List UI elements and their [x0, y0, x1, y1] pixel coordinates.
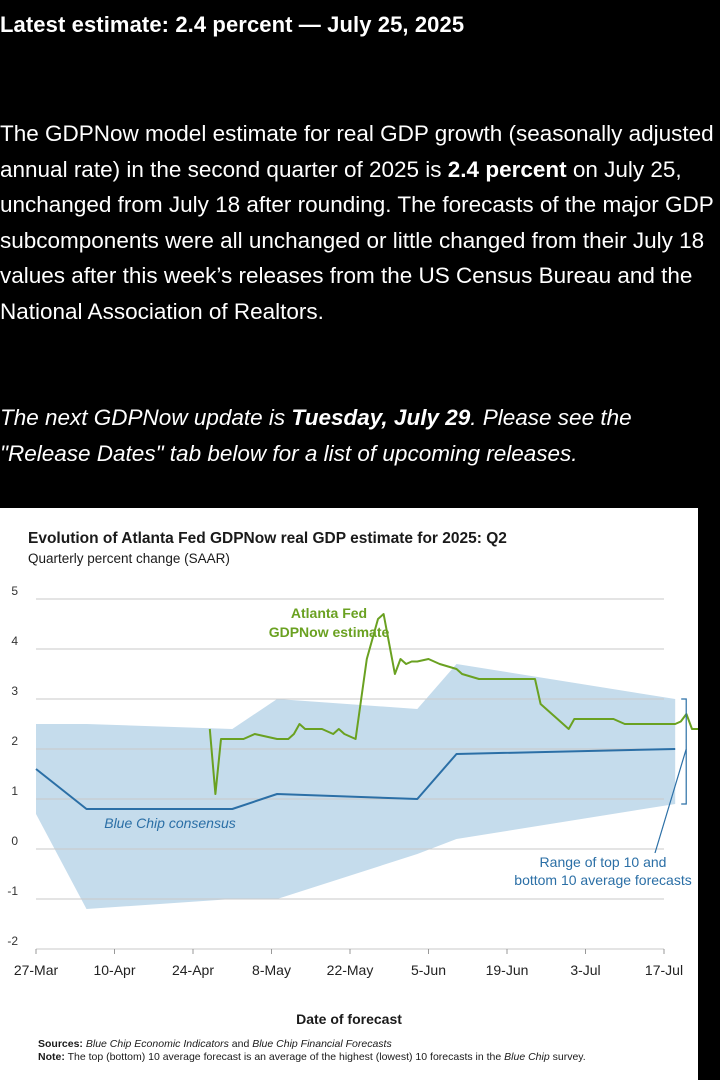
next-update-paragraph: The next GDPNow update is Tuesday, July …: [0, 400, 716, 471]
y-tick-label: 1: [11, 784, 18, 798]
range-band: [36, 664, 676, 909]
paragraph-text-after: on July 25, unchanged from July 18 after…: [0, 156, 714, 324]
x-axis-title: Date of forecast: [296, 1011, 402, 1027]
note-text-after: survey.: [549, 1051, 586, 1063]
sources-and: and: [228, 1038, 253, 1050]
x-tick-label: 27-Mar: [14, 962, 59, 978]
x-tick-label: 24-Apr: [172, 962, 214, 978]
y-tick-label: 0: [11, 834, 18, 848]
y-tick-label: 4: [11, 634, 18, 648]
sources-line: Sources: Blue Chip Economic Indicators a…: [38, 1038, 688, 1051]
gdpnow-label: GDPNow estimate: [269, 624, 390, 640]
note-italic: Blue Chip: [504, 1051, 550, 1063]
y-tick-label: 2: [11, 734, 18, 748]
gdpnow-line: [208, 613, 698, 795]
range-bracket: [681, 698, 687, 805]
sources-label: Sources:: [38, 1038, 83, 1050]
paragraph-text-before: The GDPNow model estimate for real GDP g…: [0, 121, 714, 182]
y-tick-label: -1: [7, 884, 18, 898]
chart-subtitle: Quarterly percent change (SAAR): [28, 551, 230, 566]
range-label: Range of top 10 and: [540, 854, 667, 870]
headline: Latest estimate: 2.4 percent — July 25, …: [0, 12, 465, 37]
y-tick-label: 5: [11, 584, 18, 598]
y-tick-label: -2: [7, 934, 18, 948]
estimate-paragraph: The GDPNow model estimate for real GDP g…: [0, 116, 716, 330]
x-tick-label: 3-Jul: [570, 962, 600, 978]
x-tick-label: 17-Jul: [645, 962, 683, 978]
sources-text-1: Blue Chip Economic Indicators: [85, 1038, 229, 1050]
bluechip-label: Blue Chip consensus: [104, 815, 236, 831]
note-line: Note: The top (bottom) 10 average foreca…: [38, 1051, 688, 1064]
x-tick-label: 19-Jun: [486, 962, 529, 978]
chart-title: Evolution of Atlanta Fed GDPNow real GDP…: [28, 530, 507, 547]
next-update-before: The next GDPNow update is: [0, 405, 292, 430]
note-label: Note:: [38, 1051, 65, 1063]
gdpnow-label: Atlanta Fed: [291, 605, 367, 621]
chart-sources: Sources: Blue Chip Economic Indicators a…: [38, 1038, 688, 1064]
range-label: bottom 10 average forecasts: [514, 872, 691, 888]
gdpnow-chart: Evolution of Atlanta Fed GDPNow real GDP…: [0, 508, 698, 1080]
sources-text-2: Blue Chip Financial Forecasts: [252, 1038, 392, 1050]
chart-plot: 5 4 3 2 1 0 -1 -2 27-Mar 10-Apr 24-Apr 8-May 22-May 5…: [7, 584, 698, 978]
x-tick-label: 8-May: [252, 962, 291, 978]
y-tick-label: 3: [11, 684, 18, 698]
x-tick-label: 10-Apr: [93, 962, 135, 978]
range-pointer: [654, 748, 687, 854]
paragraph-bold-value: 2.4 percent: [447, 156, 567, 182]
next-update-date: Tuesday, July 29: [291, 405, 471, 430]
bluechip-line: [35, 748, 676, 810]
x-tick-label: 5-Jun: [411, 962, 446, 978]
next-update-after: . Please see the "Release Dates" tab bel…: [0, 405, 632, 466]
note-text-before: The top (bottom) 10 average forecast is …: [64, 1051, 505, 1063]
x-tick-label: 22-May: [327, 962, 374, 978]
